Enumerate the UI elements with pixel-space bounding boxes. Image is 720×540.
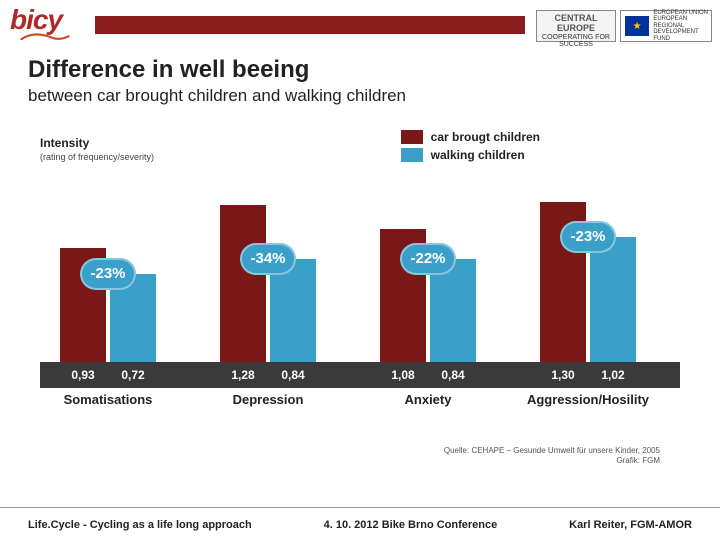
title-sub: between car brought children and walking… <box>28 86 406 106</box>
legend-swatch-walk <box>401 148 423 162</box>
brand-logo: bicy <box>10 4 80 42</box>
pct-bubble: -23% <box>560 221 616 253</box>
legend-item-car: car brougt children <box>401 130 540 144</box>
badge-ce-sub: COOPERATING FOR SUCCESS <box>542 34 610 49</box>
y-axis-sublabel: (rating of frequency/severity) <box>40 152 154 162</box>
badge-ce-top: CENTRAL <box>555 13 598 23</box>
header-accent-bar <box>95 16 525 34</box>
legend-item-walk: walking children <box>401 148 540 162</box>
plot-area: -23%0,930,72Somatisations-34%1,280,84Dep… <box>40 190 680 422</box>
pct-bubble: -22% <box>400 243 456 275</box>
axis-value-car: 1,28 <box>220 362 266 388</box>
axis-value-car: 1,30 <box>540 362 586 388</box>
chart-credit: Quelle: CEHAPE – Gesunde Umwelt für unse… <box>444 446 660 465</box>
eu-flag-icon: ★ <box>625 16 649 36</box>
legend: car brougt children walking children <box>401 130 540 166</box>
legend-swatch-car <box>401 130 423 144</box>
category-label: Somatisations <box>40 392 176 407</box>
axis-value-walk: 0,84 <box>270 362 316 388</box>
axis-value-car: 1,08 <box>380 362 426 388</box>
category-label: Anxiety <box>360 392 496 407</box>
legend-label-walk: walking children <box>431 148 525 162</box>
footer: Life.Cycle - Cycling as a life long appr… <box>0 510 720 540</box>
badge-ce-bottom: EUROPE <box>557 23 595 33</box>
category-label: Depression <box>200 392 336 407</box>
brand-text: bicy <box>10 4 62 35</box>
wellbeing-chart: Intensity (rating of frequency/severity)… <box>40 130 680 460</box>
pct-bubble: -23% <box>80 258 136 290</box>
badge-eu: ★ EUROPEAN UNION EUROPEAN REGIONAL DEVEL… <box>620 10 712 42</box>
title-block: Difference in well beeing between car br… <box>28 56 406 106</box>
header: bicy CENTRAL EUROPE COOPERATING FOR SUCC… <box>0 6 720 42</box>
footer-right: Karl Reiter, FGM-AMOR <box>569 519 692 531</box>
footer-center: 4. 10. 2012 Bike Brno Conference <box>324 519 498 531</box>
footer-left: Life.Cycle - Cycling as a life long appr… <box>28 519 252 531</box>
bar-walk <box>590 237 636 362</box>
axis-value-walk: 0,72 <box>110 362 156 388</box>
axis-value-car: 0,93 <box>60 362 106 388</box>
axis-value-walk: 0,84 <box>430 362 476 388</box>
badge-central-europe: CENTRAL EUROPE COOPERATING FOR SUCCESS <box>536 10 616 42</box>
axis-value-walk: 1,02 <box>590 362 636 388</box>
y-axis-label: Intensity <box>40 136 89 150</box>
title-main: Difference in well beeing <box>28 56 406 84</box>
badge-eu-text: EUROPEAN UNION EUROPEAN REGIONAL DEVELOP… <box>653 10 711 43</box>
bar-car <box>220 205 266 362</box>
pct-bubble: -34% <box>240 243 296 275</box>
legend-label-car: car brougt children <box>431 130 540 144</box>
category-label: Aggression/Hosility <box>520 392 656 407</box>
footer-divider <box>0 507 720 508</box>
slide: bicy CENTRAL EUROPE COOPERATING FOR SUCC… <box>0 0 720 540</box>
